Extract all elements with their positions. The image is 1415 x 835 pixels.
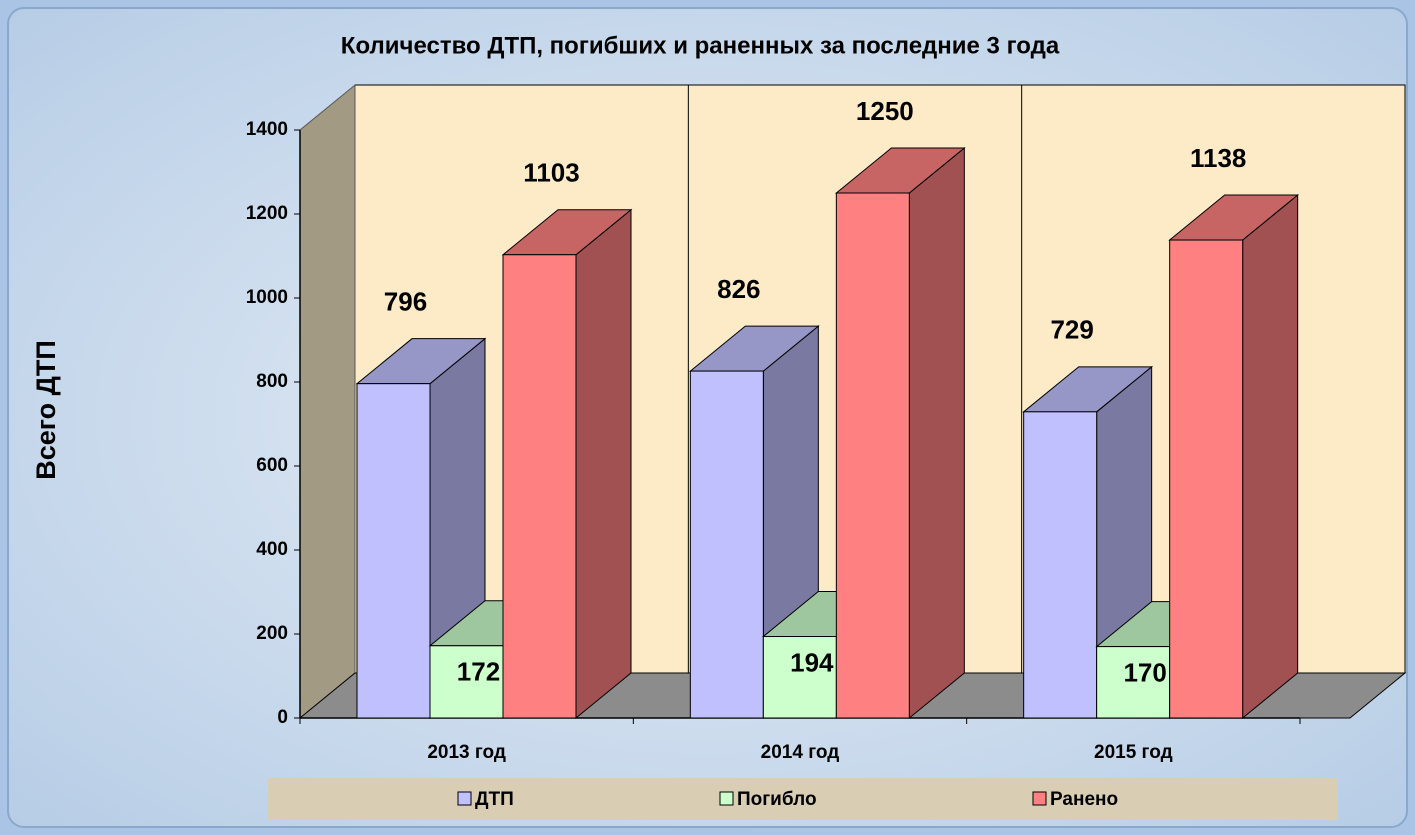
legend-swatch: [457, 791, 472, 806]
bar: [1169, 239, 1244, 719]
bar: [762, 636, 837, 719]
bar: [429, 645, 504, 719]
y-tick-label: 200: [256, 623, 288, 644]
y-tick-label: 1000: [246, 287, 288, 308]
legend-label: ДТП: [475, 789, 514, 810]
bar-side: [908, 146, 965, 720]
x-tick-label: 2014 год: [761, 742, 840, 763]
bar: [835, 192, 910, 719]
bar-side: [575, 208, 632, 720]
legend-label: Ранено: [1050, 789, 1118, 810]
y-tick-label: 400: [256, 539, 288, 560]
value-label: 826: [717, 274, 760, 304]
y-axis-label: Всего ДТП: [31, 340, 61, 480]
value-label: 172: [457, 657, 500, 687]
bar: [1023, 411, 1098, 719]
value-label: 1138: [1190, 143, 1246, 173]
legend-swatch: [719, 791, 734, 806]
value-label: 729: [1050, 315, 1093, 345]
bar: [689, 370, 764, 719]
chart-title: Количество ДТП, погибших и раненных за п…: [341, 32, 1060, 59]
bar: [356, 383, 431, 719]
value-label: 194: [790, 647, 834, 677]
value-label: 796: [384, 287, 427, 317]
side-wall: [299, 83, 356, 720]
value-label: 170: [1123, 657, 1166, 687]
y-tick-label: 1400: [246, 119, 288, 140]
x-tick-label: 2013 год: [427, 742, 506, 763]
legend-box: [268, 778, 1338, 820]
y-tick-label: 600: [256, 455, 288, 476]
value-label: 1250: [856, 96, 914, 126]
y-tick-label: 1200: [246, 203, 288, 224]
bar: [502, 254, 577, 719]
value-label: 1103: [523, 158, 579, 188]
y-tick-label: 0: [277, 707, 288, 728]
legend-swatch: [1032, 791, 1047, 806]
bar-side: [1242, 193, 1299, 720]
x-tick-label: 2015 год: [1094, 742, 1173, 763]
legend-label: Погибло: [737, 789, 817, 810]
y-tick-label: 800: [256, 371, 288, 392]
